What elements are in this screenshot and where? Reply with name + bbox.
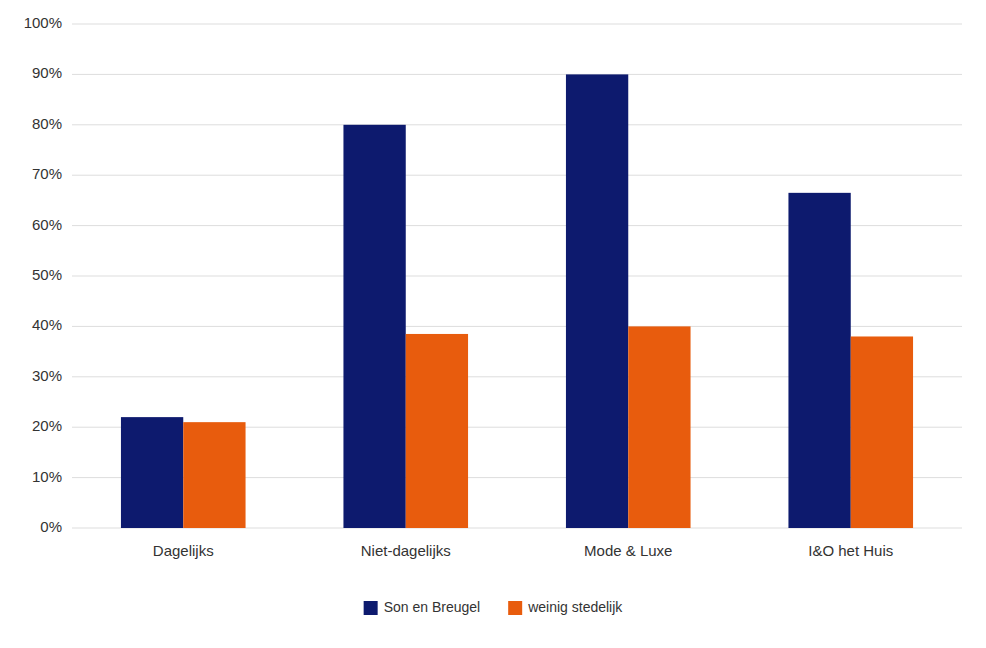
bar: [628, 326, 690, 528]
y-tick-label: 60%: [32, 216, 62, 233]
x-tick-label: I&O het Huis: [808, 542, 893, 559]
bar: [788, 193, 850, 528]
y-axis: 0% 10% 20% 30% 40% 50% 60% 70% 80% 90% 100%: [24, 14, 62, 535]
y-tick-label: 100%: [24, 14, 62, 31]
bars: [121, 74, 913, 528]
legend-swatch: [364, 601, 378, 615]
bar: [851, 336, 913, 528]
y-tick-label: 10%: [32, 468, 62, 485]
grid-line: [72, 175, 962, 176]
grid-line: [72, 24, 962, 25]
chart-container: 0% 10% 20% 30% 40% 50% 60% 70% 80% 90% 100% Dagelij…: [0, 0, 986, 648]
x-tick-label: Niet-dagelijks: [361, 542, 451, 559]
grid-line: [72, 124, 962, 125]
y-tick-label: 70%: [32, 165, 62, 182]
y-tick-label: 50%: [32, 266, 62, 283]
bar: [183, 422, 245, 528]
bar: [566, 74, 628, 528]
grid-line: [72, 74, 962, 75]
legend: Son en Breugel weinig stedelijk: [364, 599, 624, 615]
legend-item: Son en Breugel: [364, 599, 481, 615]
legend-label: weinig stedelijk: [527, 599, 623, 615]
legend-swatch: [508, 601, 522, 615]
bar: [121, 417, 183, 528]
grid: [72, 24, 962, 528]
bar: [343, 125, 405, 528]
legend-item: weinig stedelijk: [508, 599, 623, 615]
x-tick-label: Mode & Luxe: [584, 542, 672, 559]
legend-label: Son en Breugel: [384, 599, 481, 615]
x-axis: Dagelijks Niet-dagelijks Mode & Luxe I&O he…: [153, 542, 893, 559]
y-tick-label: 30%: [32, 367, 62, 384]
y-tick-label: 90%: [32, 64, 62, 81]
y-tick-label: 0%: [40, 518, 62, 535]
chart-svg: 0% 10% 20% 30% 40% 50% 60% 70% 80% 90% 100% Dagelij…: [0, 0, 986, 648]
y-tick-label: 80%: [32, 115, 62, 132]
x-tick-label: Dagelijks: [153, 542, 214, 559]
y-tick-label: 40%: [32, 316, 62, 333]
y-tick-label: 20%: [32, 417, 62, 434]
bar: [406, 334, 468, 528]
